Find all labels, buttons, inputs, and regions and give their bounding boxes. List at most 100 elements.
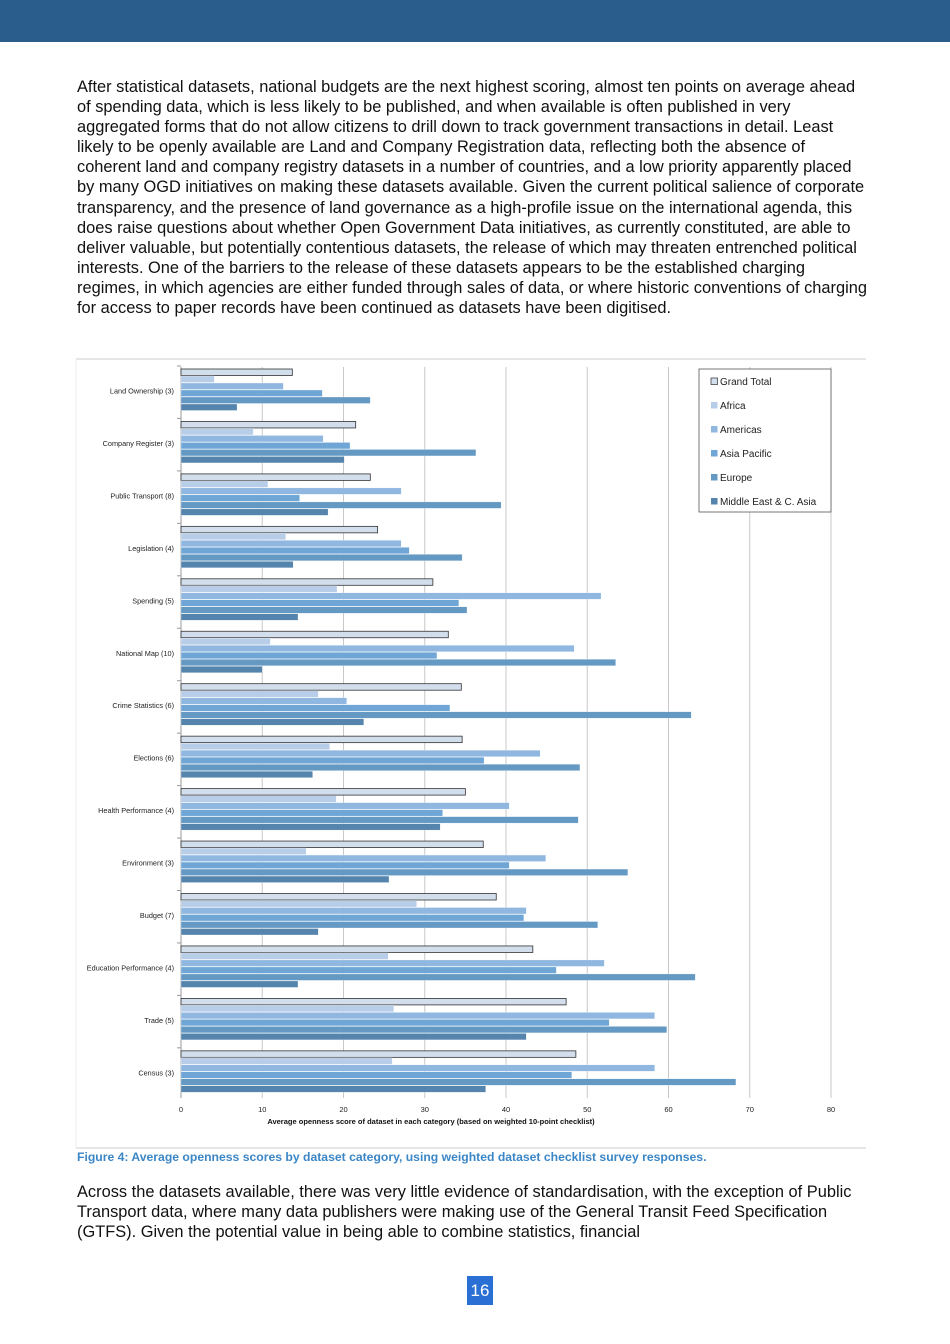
bar-grand-total <box>180 368 293 376</box>
bar-africa <box>180 480 269 488</box>
category-label: Budget (7) <box>140 911 174 920</box>
bar-americas <box>180 592 602 600</box>
category-label: Legislation (4) <box>128 544 174 553</box>
bar-americas <box>180 1064 655 1072</box>
legend-swatch <box>711 474 718 481</box>
bar-europe <box>180 659 616 666</box>
bar-europe <box>180 816 579 824</box>
legend-swatch <box>711 402 718 409</box>
bar-asia-pacific <box>180 652 438 659</box>
x-tick-label: 80 <box>827 1105 835 1114</box>
bar-grand-total <box>180 840 484 848</box>
category-label: National Map (10) <box>116 649 174 658</box>
bar-americas <box>180 907 527 915</box>
category-label: Elections (6) <box>133 754 174 763</box>
bar-europe <box>180 711 692 719</box>
bar-americas <box>180 645 575 652</box>
bar-middle-east-c-asia <box>180 771 313 778</box>
bar-grand-total <box>180 578 434 586</box>
header-bar <box>0 0 950 42</box>
legend-label: Americas <box>720 425 762 436</box>
legend-swatch <box>711 450 718 457</box>
bar-europe <box>180 1078 737 1086</box>
bar-africa <box>180 847 307 855</box>
category-label: Health Performance (4) <box>98 806 174 815</box>
bar-africa <box>180 795 337 803</box>
x-tick-label: 20 <box>339 1105 347 1114</box>
bar-americas <box>180 487 402 495</box>
bar-grand-total <box>180 1050 577 1058</box>
bar-grand-total <box>180 788 466 796</box>
bar-middle-east-c-asia <box>180 718 364 726</box>
bar-europe <box>180 973 696 981</box>
x-tick-label: 30 <box>421 1105 429 1114</box>
bar-asia-pacific <box>180 757 485 764</box>
bar-grand-total <box>180 893 497 901</box>
page-number: 16 <box>467 1276 493 1305</box>
bar-middle-east-c-asia <box>180 875 390 883</box>
bar-africa <box>180 533 286 540</box>
bar-asia-pacific <box>180 966 557 974</box>
bar-asia-pacific <box>180 861 510 869</box>
bar-grand-total <box>180 525 379 534</box>
bar-africa <box>180 743 330 750</box>
bar-americas <box>180 750 541 757</box>
legend-swatch <box>710 377 718 385</box>
bar-asia-pacific <box>180 547 410 554</box>
bar-africa <box>180 638 271 645</box>
bar-americas <box>180 540 402 547</box>
bar-grand-total <box>180 630 449 639</box>
bar-middle-east-c-asia <box>180 508 329 516</box>
x-tick-label: 70 <box>746 1105 754 1114</box>
legend-label: Middle East & C. Asia <box>720 497 817 508</box>
bar-americas <box>180 854 546 862</box>
bar-africa <box>180 690 319 698</box>
category-label: Crime Statistics (6) <box>112 701 174 710</box>
legend-label: Asia Pacific <box>720 449 772 460</box>
bar-americas <box>180 697 347 705</box>
bar-middle-east-c-asia <box>180 1085 486 1093</box>
body-paragraph: After statistical datasets, national bud… <box>77 78 867 318</box>
bar-europe <box>180 1026 668 1034</box>
category-label: Census (3) <box>138 1068 174 1077</box>
x-tick-label: 60 <box>664 1105 672 1114</box>
bar-europe <box>180 764 581 771</box>
bar-americas <box>180 435 324 443</box>
bar-americas <box>180 959 605 967</box>
body-paragraph: Across the datasets available, there was… <box>77 1183 852 1242</box>
bar-grand-total <box>180 683 462 691</box>
bar-asia-pacific <box>180 442 351 450</box>
bar-europe <box>180 554 463 561</box>
legend-label: Grand Total <box>720 377 772 388</box>
bar-europe <box>180 606 468 614</box>
legend-label: Europe <box>720 473 753 484</box>
bar-africa <box>180 900 417 908</box>
bar-middle-east-c-asia <box>180 561 294 568</box>
bar-middle-east-c-asia <box>180 928 319 936</box>
bar-middle-east-c-asia <box>180 666 263 673</box>
x-tick-label: 10 <box>258 1105 266 1114</box>
bar-africa <box>180 952 389 960</box>
legend-swatch <box>711 426 718 433</box>
category-label: Education Performance (4) <box>87 963 174 972</box>
bar-africa <box>180 585 338 593</box>
bar-grand-total <box>180 421 357 429</box>
bar-americas <box>180 802 510 810</box>
figure-caption: Figure 4: Average openness scores by dat… <box>77 1150 707 1164</box>
bar-grand-total <box>180 473 371 481</box>
legend-label: Africa <box>720 401 746 412</box>
bar-middle-east-c-asia <box>180 823 441 831</box>
category-label: Land Ownership (3) <box>110 387 174 396</box>
bar-middle-east-c-asia <box>180 403 238 411</box>
x-tick-label: 0 <box>179 1105 183 1114</box>
bar-middle-east-c-asia <box>180 613 299 621</box>
bar-asia-pacific <box>180 389 323 397</box>
bar-grand-total <box>180 998 567 1006</box>
category-label: Environment (3) <box>122 859 174 868</box>
bar-africa <box>180 1005 395 1013</box>
bar-grand-total <box>180 945 534 953</box>
bar-asia-pacific <box>180 809 443 817</box>
bar-africa <box>180 428 254 436</box>
bar-asia-pacific <box>180 599 460 607</box>
